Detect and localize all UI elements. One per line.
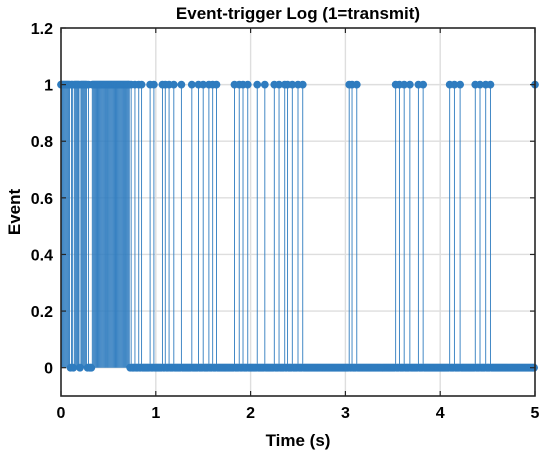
y-tick-label: 0.2 [31,304,53,321]
x-tick-label: 2 [246,405,255,422]
zero-point [69,363,78,372]
event-point [419,80,428,89]
event-point [187,80,196,89]
event-point [169,80,178,89]
zero-point [76,363,84,372]
event-point [260,80,269,89]
x-tick-label: 0 [57,405,66,422]
y-tick-label: 0.8 [31,134,53,151]
data-series [57,80,539,372]
x-tick-label: 4 [436,405,445,422]
y-tick-label: 0.4 [31,247,53,264]
event-point [456,80,465,89]
event-point [352,80,361,89]
stem-lines [60,84,536,368]
y-tick-label: 0 [44,361,53,378]
x-tick-label: 3 [341,405,350,422]
zero-markers [66,363,538,372]
y-tick-label: 1.2 [31,21,53,38]
event-markers [57,80,539,89]
axis-ticks: 0 1 2 3 4 5 0 0.2 0.4 0.6 0.8 1 1.2 [31,21,540,422]
event-point [212,80,221,89]
event-point [150,80,158,89]
event-point [298,80,307,89]
zero-point [87,363,96,372]
event-point [405,80,414,89]
chart-title: Event-trigger Log (1=transmit) [176,4,420,23]
event-point [177,80,186,89]
event-point [253,80,262,89]
event-point [243,80,252,89]
y-tick-label: 0.6 [31,191,53,208]
y-tick-label: 1 [44,78,53,95]
event-point [137,80,146,89]
x-tick-label: 5 [531,405,540,422]
event-point [486,80,495,89]
axes-box [60,27,536,397]
y-axis-label: Event [5,189,24,236]
x-axis-label: Time (s) [266,431,331,450]
x-tick-label: 1 [151,405,160,422]
